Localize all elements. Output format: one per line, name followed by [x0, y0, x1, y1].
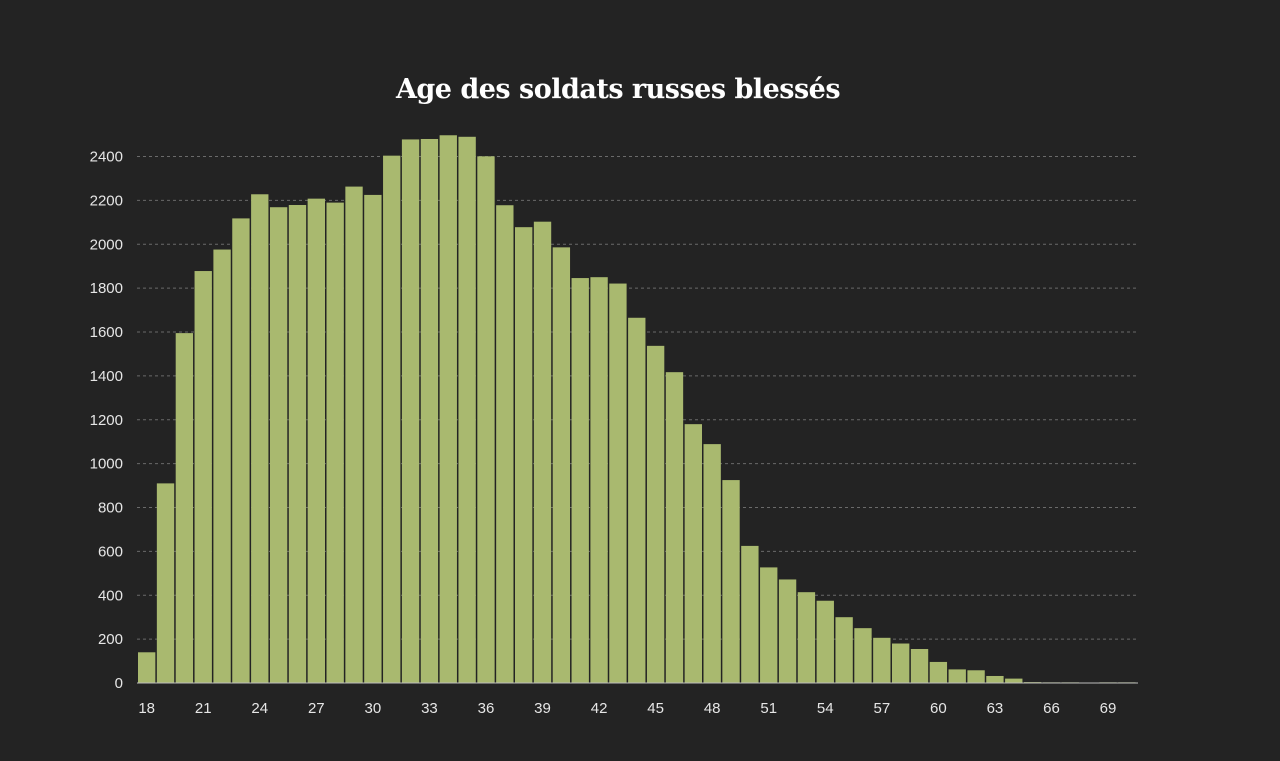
bar [307, 198, 325, 683]
x-tick-label: 57 [873, 700, 890, 717]
x-tick-label: 21 [195, 700, 212, 717]
bar [590, 277, 608, 683]
bar [967, 670, 985, 683]
bar [194, 271, 212, 683]
y-tick-label: 1600 [90, 324, 123, 341]
y-tick-label: 2000 [90, 236, 123, 253]
x-tick-label: 18 [138, 700, 155, 717]
bars [138, 135, 1136, 684]
y-tick-label: 1000 [90, 456, 123, 473]
bar [1005, 678, 1023, 683]
bar [722, 480, 740, 683]
bar [684, 424, 702, 683]
y-tick-label: 1400 [90, 368, 123, 385]
bar [345, 186, 363, 683]
bar [741, 545, 759, 683]
x-tick-label: 42 [591, 700, 608, 717]
bar [288, 205, 307, 683]
bar [929, 661, 948, 683]
x-tick-label: 30 [365, 700, 382, 717]
x-tick-label: 69 [1100, 700, 1117, 717]
bar [986, 675, 1004, 683]
bar [383, 155, 401, 683]
y-tick-label: 400 [98, 587, 123, 604]
x-tick-label: 36 [478, 700, 495, 717]
bar [910, 649, 929, 683]
bar [873, 637, 891, 683]
bar [439, 135, 457, 683]
y-tick-label: 2400 [90, 149, 123, 166]
bar [156, 483, 175, 683]
bar [778, 579, 797, 683]
bar [175, 333, 194, 683]
bar [646, 345, 665, 683]
x-tick-label: 48 [704, 700, 721, 717]
bar [835, 617, 853, 683]
bar [628, 317, 646, 683]
bar [665, 372, 684, 683]
chart-title: Age des soldats russes blessés [395, 74, 841, 105]
x-tick-label: 27 [308, 700, 325, 717]
bar [269, 207, 288, 683]
y-tick-label: 2200 [90, 192, 123, 209]
bar [138, 652, 156, 683]
bar [213, 249, 231, 684]
x-tick-label: 63 [987, 700, 1004, 717]
y-tick-label: 0 [115, 675, 123, 692]
bar [533, 221, 552, 683]
x-tick-label: 51 [760, 700, 777, 717]
bar [552, 247, 571, 683]
y-tick-label: 800 [98, 500, 123, 517]
x-tick-label: 60 [930, 700, 947, 717]
bar [401, 139, 420, 683]
y-tick-label: 1800 [90, 280, 123, 297]
bar [797, 592, 816, 683]
bar [477, 156, 495, 683]
y-tick-label: 200 [98, 631, 123, 648]
bar [703, 444, 721, 683]
bar [496, 205, 514, 684]
x-tick-label: 39 [534, 700, 551, 717]
bar [420, 138, 439, 684]
x-tick-label: 24 [251, 700, 268, 717]
bar [515, 227, 533, 684]
bar [816, 600, 834, 683]
x-tick-label: 45 [647, 700, 664, 717]
bar [251, 194, 269, 683]
bar [892, 643, 910, 683]
bar [948, 669, 966, 683]
bar [571, 278, 589, 683]
bar [760, 567, 778, 683]
x-tick-label: 33 [421, 700, 438, 717]
y-tick-label: 1200 [90, 412, 123, 429]
x-tick-label: 66 [1043, 700, 1060, 717]
y-tick-label: 600 [98, 543, 123, 560]
bar [232, 218, 250, 683]
bar [609, 283, 627, 683]
bar [326, 202, 344, 683]
bar [364, 194, 382, 684]
bar [458, 136, 476, 684]
x-tick-labels: 18 21 24 27 30 33 36 39 42 45 48 51 54 57 60 63 66 69 [138, 700, 1116, 717]
y-tick-labels: 0 200 400 600 800 1000 1200 1400 1600 1800 2000 220… [90, 149, 123, 692]
x-tick-label: 54 [817, 700, 834, 717]
bar [854, 628, 872, 683]
